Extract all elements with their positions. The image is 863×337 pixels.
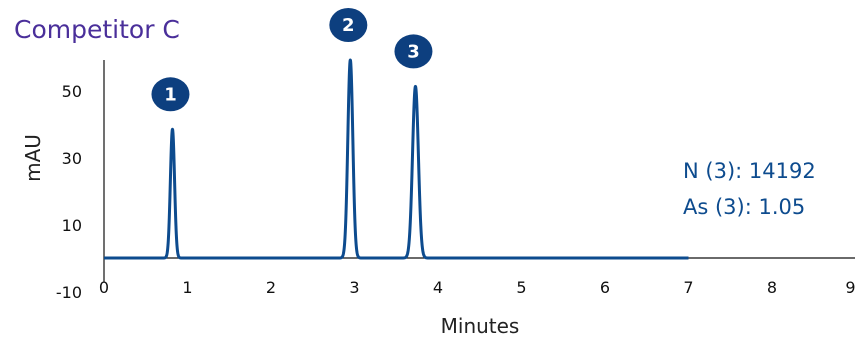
asymmetry-annotation: As (3): 1.05 — [683, 195, 805, 219]
x-tick-label: 2 — [266, 278, 276, 297]
peak-badge: 2 — [329, 8, 367, 42]
peak-badge-label: 3 — [407, 41, 420, 62]
x-tick-label: 0 — [99, 278, 109, 297]
y-tick-label: 50 — [62, 82, 82, 101]
y-axis-ticks: -10 10 30 50 — [56, 82, 82, 302]
x-tick-label: 4 — [433, 278, 443, 297]
y-tick-label: 30 — [62, 149, 82, 168]
peak-badge: 3 — [394, 34, 432, 68]
x-tick-label: 9 — [845, 278, 855, 297]
x-axis-label: Minutes — [441, 314, 520, 337]
plate-count-annotation: N (3): 14192 — [683, 159, 816, 183]
x-tick-label: 8 — [767, 278, 777, 297]
x-tick-label: 5 — [516, 278, 526, 297]
chromatogram-trace — [104, 60, 689, 258]
x-tick-label: 3 — [349, 278, 359, 297]
x-tick-label: 1 — [182, 278, 192, 297]
y-axis-label: mAU — [21, 134, 45, 182]
y-tick-label: -10 — [56, 283, 82, 302]
x-tick-label: 7 — [683, 278, 693, 297]
x-tick-label: 6 — [600, 278, 610, 297]
peak-badge: 1 — [151, 77, 189, 111]
peak-badge-label: 2 — [342, 15, 355, 36]
chart-title: Competitor C — [14, 15, 180, 44]
peak-badge-label: 1 — [164, 84, 177, 105]
peak-labels: 1 2 3 — [151, 8, 432, 111]
y-tick-label: 10 — [62, 216, 82, 235]
x-axis-ticks: 0 1 2 3 4 5 6 7 8 9 — [99, 278, 856, 297]
